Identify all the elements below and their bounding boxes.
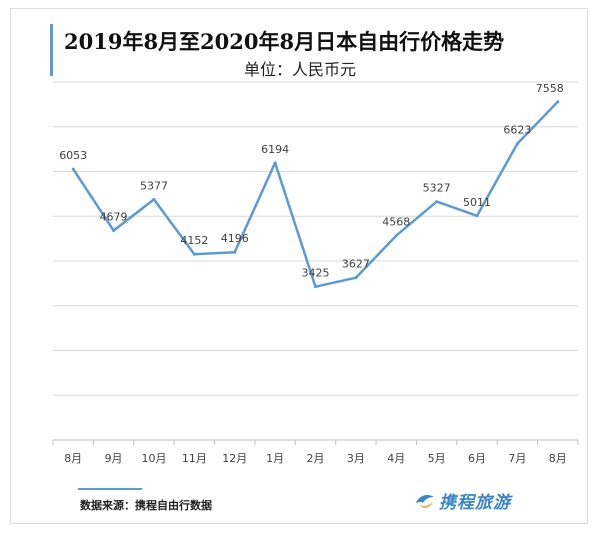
data-point: [556, 100, 560, 104]
data-point: [394, 234, 398, 238]
data-source-note: 数据来源：携程自由行数据: [80, 499, 212, 512]
ctrip-logo: 携程旅游: [414, 487, 511, 513]
x-tick-label: 10月: [141, 452, 166, 465]
data-label: 6053: [59, 149, 87, 162]
data-point: [152, 197, 156, 201]
x-tick-label: 4月: [387, 452, 405, 465]
title-accent-bar: [50, 24, 53, 76]
data-point: [233, 250, 237, 254]
data-point: [273, 161, 277, 165]
footer-accent-line: [78, 488, 142, 490]
x-tick-label: 6月: [468, 452, 486, 465]
data-label: 5011: [463, 196, 491, 209]
data-label: 3627: [342, 258, 370, 271]
chart-subtitle: 单位：人民币元: [243, 60, 356, 79]
x-tick-label: 9月: [105, 452, 123, 465]
x-tick-label: 1月: [266, 452, 284, 465]
x-tick-label: 7月: [508, 452, 526, 465]
dolphin-logo-icon: [416, 495, 434, 508]
chart-frame: [10, 8, 588, 524]
data-point: [192, 252, 196, 256]
data-point: [314, 285, 317, 289]
x-tick-label: 3月: [347, 452, 365, 465]
x-tick-label: 8月: [549, 452, 567, 465]
chart-title: 2019年8月至2020年8月日本自由行价格走势: [64, 29, 505, 54]
x-tick-label: 8月: [64, 452, 82, 465]
data-label: 4196: [221, 232, 249, 245]
data-point: [354, 276, 358, 280]
data-label: 4679: [100, 211, 128, 224]
data-point: [112, 229, 116, 233]
x-tick-label: 5月: [428, 452, 446, 465]
data-label: 6194: [261, 143, 289, 156]
data-label: 6623: [503, 124, 531, 137]
data-label: 4152: [180, 234, 208, 247]
series-line: [72, 100, 559, 288]
data-point: [71, 167, 75, 171]
x-tick-label: 11月: [182, 452, 207, 465]
logo-text: 携程旅游: [439, 492, 511, 513]
x-tick-label: 12月: [222, 452, 247, 465]
data-label: 3425: [302, 267, 330, 280]
data-point: [435, 200, 439, 204]
data-label: 5327: [423, 182, 451, 195]
data-point: [475, 214, 479, 218]
data-label: 5377: [140, 179, 168, 192]
data-label: 7558: [536, 82, 564, 95]
data-point: [515, 142, 519, 146]
data-label: 4568: [382, 216, 410, 229]
x-tick-label: 2月: [307, 452, 325, 465]
